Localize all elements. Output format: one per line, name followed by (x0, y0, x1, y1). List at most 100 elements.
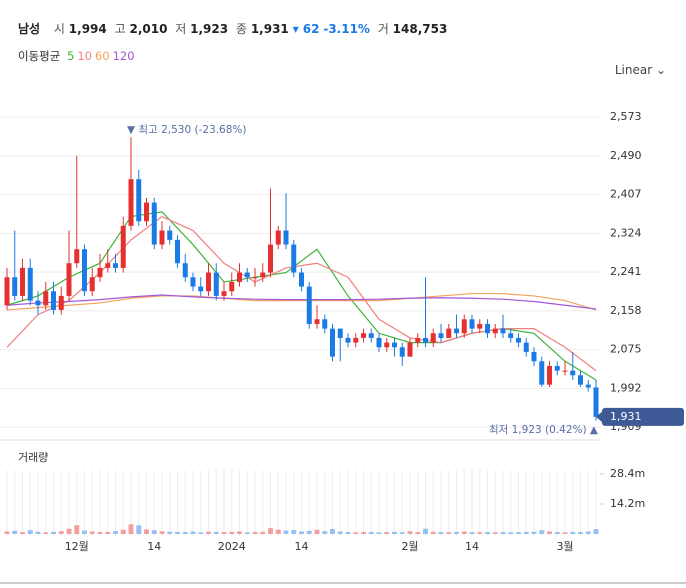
volume-bar (128, 524, 134, 534)
volume-bar (97, 532, 103, 534)
volume-bar (283, 530, 289, 534)
candle-body (97, 267, 103, 278)
ma-line (6, 215, 597, 372)
label: 저 (175, 22, 187, 36)
volume-bar (20, 532, 25, 534)
volume-bar (27, 530, 33, 534)
volume-bar (578, 532, 583, 534)
candle-body (446, 328, 452, 338)
candle-body (337, 328, 343, 338)
volume-bar (523, 531, 529, 534)
candle-body (368, 333, 374, 338)
volume-bar (151, 530, 157, 534)
candle-body (144, 202, 149, 222)
volume-bar (213, 531, 219, 534)
candle-body (175, 239, 180, 264)
candle-body (477, 323, 483, 329)
candle-body (361, 333, 366, 338)
volume-bar (4, 531, 10, 534)
candle-body (151, 202, 157, 245)
x-tick-label: 2월 (401, 540, 418, 553)
candle-body (4, 277, 10, 306)
candle-body (306, 286, 312, 324)
label: 거 (377, 22, 389, 36)
value: 2,010 (129, 22, 168, 36)
volume-bar (113, 531, 118, 534)
volume-bar (82, 530, 87, 534)
volume-bar (345, 532, 351, 534)
x-tick-label: 14 (465, 540, 479, 553)
candle-body (585, 384, 591, 388)
candle-body (492, 328, 498, 334)
y-tick-label: 2,490 (610, 149, 642, 162)
volume-bar (454, 531, 459, 534)
candle-body (182, 263, 188, 278)
candle-body (392, 342, 397, 348)
candle-body (113, 263, 118, 268)
label: 고 (114, 22, 126, 36)
candle-body (89, 277, 95, 292)
y-tick-label: 2,324 (610, 226, 642, 239)
volume-bar (144, 529, 149, 534)
candle-body (407, 342, 413, 357)
candle-body (485, 323, 490, 334)
change-pct: -3.11% (323, 22, 370, 36)
volume-bar (167, 531, 173, 534)
candle-body (27, 267, 33, 301)
volume-bar (66, 528, 72, 534)
x-tick-label: 2024 (218, 540, 246, 553)
volume-bar (423, 528, 428, 534)
volume-bar (182, 532, 188, 534)
candle-body (105, 263, 111, 268)
candle-body (330, 328, 335, 357)
candle-body (244, 272, 250, 278)
ma-line (6, 294, 597, 310)
volume-bar (570, 531, 576, 534)
volume-bar (306, 530, 312, 534)
candle-body (578, 375, 583, 385)
volume-bar (58, 531, 64, 534)
ma-label: 이동평균 (18, 49, 61, 63)
value: 1,994 (68, 22, 107, 36)
candle-body (314, 319, 320, 324)
candle-body (128, 179, 134, 226)
x-tick-label: 14 (147, 540, 161, 553)
x-tick-label: 14 (295, 540, 309, 553)
y-tick-label: 2,407 (610, 188, 642, 201)
candle-body (523, 342, 529, 352)
volume-bar (237, 531, 242, 534)
volume-bar (35, 531, 41, 534)
volume-bar (469, 532, 475, 534)
volume-bar (384, 532, 390, 534)
candle-body (275, 230, 281, 245)
ma-line (6, 211, 597, 381)
y-tick-label: 2,241 (610, 265, 642, 278)
candle-body (167, 230, 173, 240)
candle-body (516, 337, 521, 343)
volume-bar (446, 532, 452, 534)
legend-entry: 60 (94, 49, 110, 63)
volume-bar (407, 531, 413, 534)
x-tick-label: 12월 (65, 540, 89, 553)
value: 1,923 (190, 22, 229, 36)
volume-bar (206, 531, 211, 534)
volume-tick-label: 28.4m (610, 467, 645, 480)
candle-body (213, 272, 219, 296)
candle-body (376, 337, 382, 348)
candle-body (454, 328, 459, 334)
volume-tick-label: 14.2m (610, 497, 645, 510)
volume-bar (89, 531, 95, 534)
candle-body (322, 319, 328, 329)
candle-body (461, 319, 467, 334)
volume-bar (547, 531, 552, 534)
candle-body (198, 286, 204, 292)
y-tick-label: 2,573 (610, 110, 642, 123)
volume-bar (477, 532, 483, 534)
y-tick-label: 2,075 (610, 343, 642, 356)
volume-bar (268, 528, 273, 534)
scale-button[interactable]: Linear ⌄ (614, 63, 666, 77)
candle-body (74, 249, 80, 264)
last-price-label: 1,931 (610, 410, 642, 423)
volume-bar (337, 531, 343, 534)
